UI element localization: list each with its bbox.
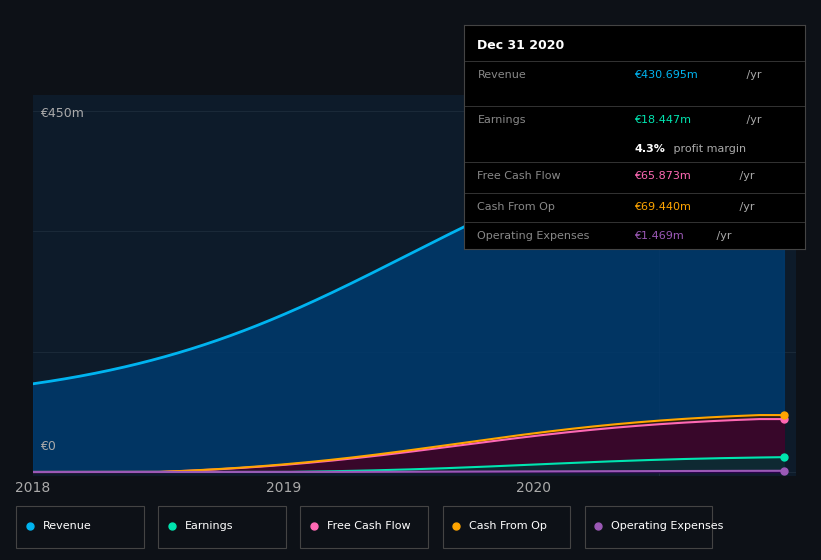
Text: €450m: €450m — [40, 106, 85, 120]
Text: 4.3%: 4.3% — [635, 144, 665, 154]
Text: Operating Expenses: Operating Expenses — [478, 231, 589, 241]
Text: €430.695m: €430.695m — [635, 70, 698, 80]
Text: €1.469m: €1.469m — [635, 231, 684, 241]
Text: /yr: /yr — [743, 70, 762, 80]
Text: €18.447m: €18.447m — [635, 115, 691, 125]
Text: €0: €0 — [40, 440, 57, 453]
Text: Earnings: Earnings — [185, 521, 233, 531]
Text: Earnings: Earnings — [478, 115, 526, 125]
Text: /yr: /yr — [713, 231, 731, 241]
Text: Dec 31 2020: Dec 31 2020 — [478, 39, 565, 52]
Text: Cash From Op: Cash From Op — [469, 521, 547, 531]
Text: Revenue: Revenue — [478, 70, 526, 80]
Text: Free Cash Flow: Free Cash Flow — [478, 171, 561, 181]
Text: Operating Expenses: Operating Expenses — [611, 521, 723, 531]
Text: Free Cash Flow: Free Cash Flow — [327, 521, 410, 531]
Text: €69.440m: €69.440m — [635, 202, 691, 212]
Text: /yr: /yr — [736, 202, 755, 212]
Text: profit margin: profit margin — [670, 144, 746, 154]
Text: /yr: /yr — [743, 115, 762, 125]
Text: €65.873m: €65.873m — [635, 171, 691, 181]
Text: /yr: /yr — [736, 171, 755, 181]
Text: Cash From Op: Cash From Op — [478, 202, 555, 212]
Text: Revenue: Revenue — [43, 521, 91, 531]
